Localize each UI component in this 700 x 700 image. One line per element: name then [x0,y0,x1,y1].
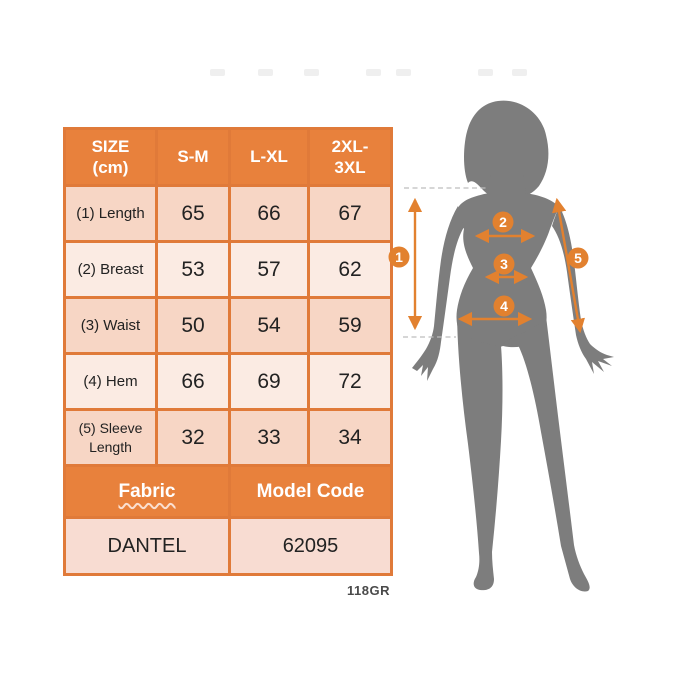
row-label: (5) Sleeve Length [63,408,158,467]
table-row-breast: (2) Breast 53 57 62 [63,240,393,299]
watermark-smudge [258,69,273,76]
value-cell: 65 [155,184,231,243]
woman-silhouette [412,100,614,592]
table-row-length: (1) Length 65 66 67 [63,184,393,243]
fabric-value-cell: DANTEL [63,516,231,576]
row-label: (1) Length [63,184,158,243]
value-cell: 62 [307,240,393,299]
size-chart-table: SIZE (cm) S-M L-XL 2XL- 3XL (1) Length 6… [63,127,393,576]
value-cell: 54 [228,296,310,355]
marker-circle-1 [388,246,410,268]
header-l-xl: L-XL [228,127,310,187]
model-code-header-cell: Model Code [228,464,393,519]
value-cell: 66 [228,184,310,243]
table-row-waist: (3) Waist 50 54 59 [63,296,393,355]
value-cell: 59 [307,296,393,355]
model-code-value-cell: 62095 [228,516,393,576]
row-label: (4) Hem [63,352,158,411]
watermark-smudge [304,69,319,76]
body-silhouette-figure: 1 2 3 4 5 [388,100,614,592]
silhouette-right-leg [503,308,590,592]
fabric-label: Fabric [118,480,176,502]
value-cell: 53 [155,240,231,299]
value-cell: 72 [307,352,393,411]
row-label: (3) Waist [63,296,158,355]
measure-line-sleeve [552,197,585,334]
fabric-header-cell: Fabric [63,464,231,519]
marker-1: 1 [388,246,410,268]
marker-label-5: 5 [574,250,582,266]
marker-circle-3 [493,253,515,275]
header-s-m: S-M [155,127,231,187]
marker-5: 5 [567,247,589,269]
silhouette-hair [464,100,549,199]
silhouette-left-leg [457,308,503,591]
value-cell: 34 [307,408,393,467]
value-cell: 50 [155,296,231,355]
table-footer-value-row: DANTEL 62095 [63,516,393,576]
table-header-row: SIZE (cm) S-M L-XL 2XL- 3XL [63,127,393,187]
value-cell: 33 [228,408,310,467]
marker-circle-5 [567,247,589,269]
marker-circle-4 [493,295,515,317]
silhouette-left-arm [412,206,464,381]
weight-note: 118GR [347,583,390,598]
value-cell: 32 [155,408,231,467]
watermark-smudge [210,69,225,76]
value-cell: 57 [228,240,310,299]
table-row-hem: (4) Hem 66 69 72 [63,352,393,411]
marker-label-1: 1 [395,249,403,265]
watermark-smudge [478,69,493,76]
watermark-smudge [366,69,381,76]
value-cell: 67 [307,184,393,243]
row-label: (2) Breast [63,240,158,299]
marker-label-2: 2 [499,214,507,230]
marker-3: 3 [493,253,515,275]
table-footer-header-row: Fabric Model Code [63,464,393,519]
marker-label-3: 3 [500,256,508,272]
table-row-sleeve-length: (5) Sleeve Length 32 33 34 [63,408,393,467]
marker-2: 2 [492,211,514,233]
value-cell: 69 [228,352,310,411]
marker-circle-2 [492,211,514,233]
marker-label-4: 4 [500,298,508,314]
header-2xl-3xl: 2XL- 3XL [307,127,393,187]
watermark-smudge [396,69,411,76]
value-cell: 66 [155,352,231,411]
header-size-cm: SIZE (cm) [63,127,158,187]
marker-4: 4 [493,295,515,317]
watermark-smudge [512,69,527,76]
